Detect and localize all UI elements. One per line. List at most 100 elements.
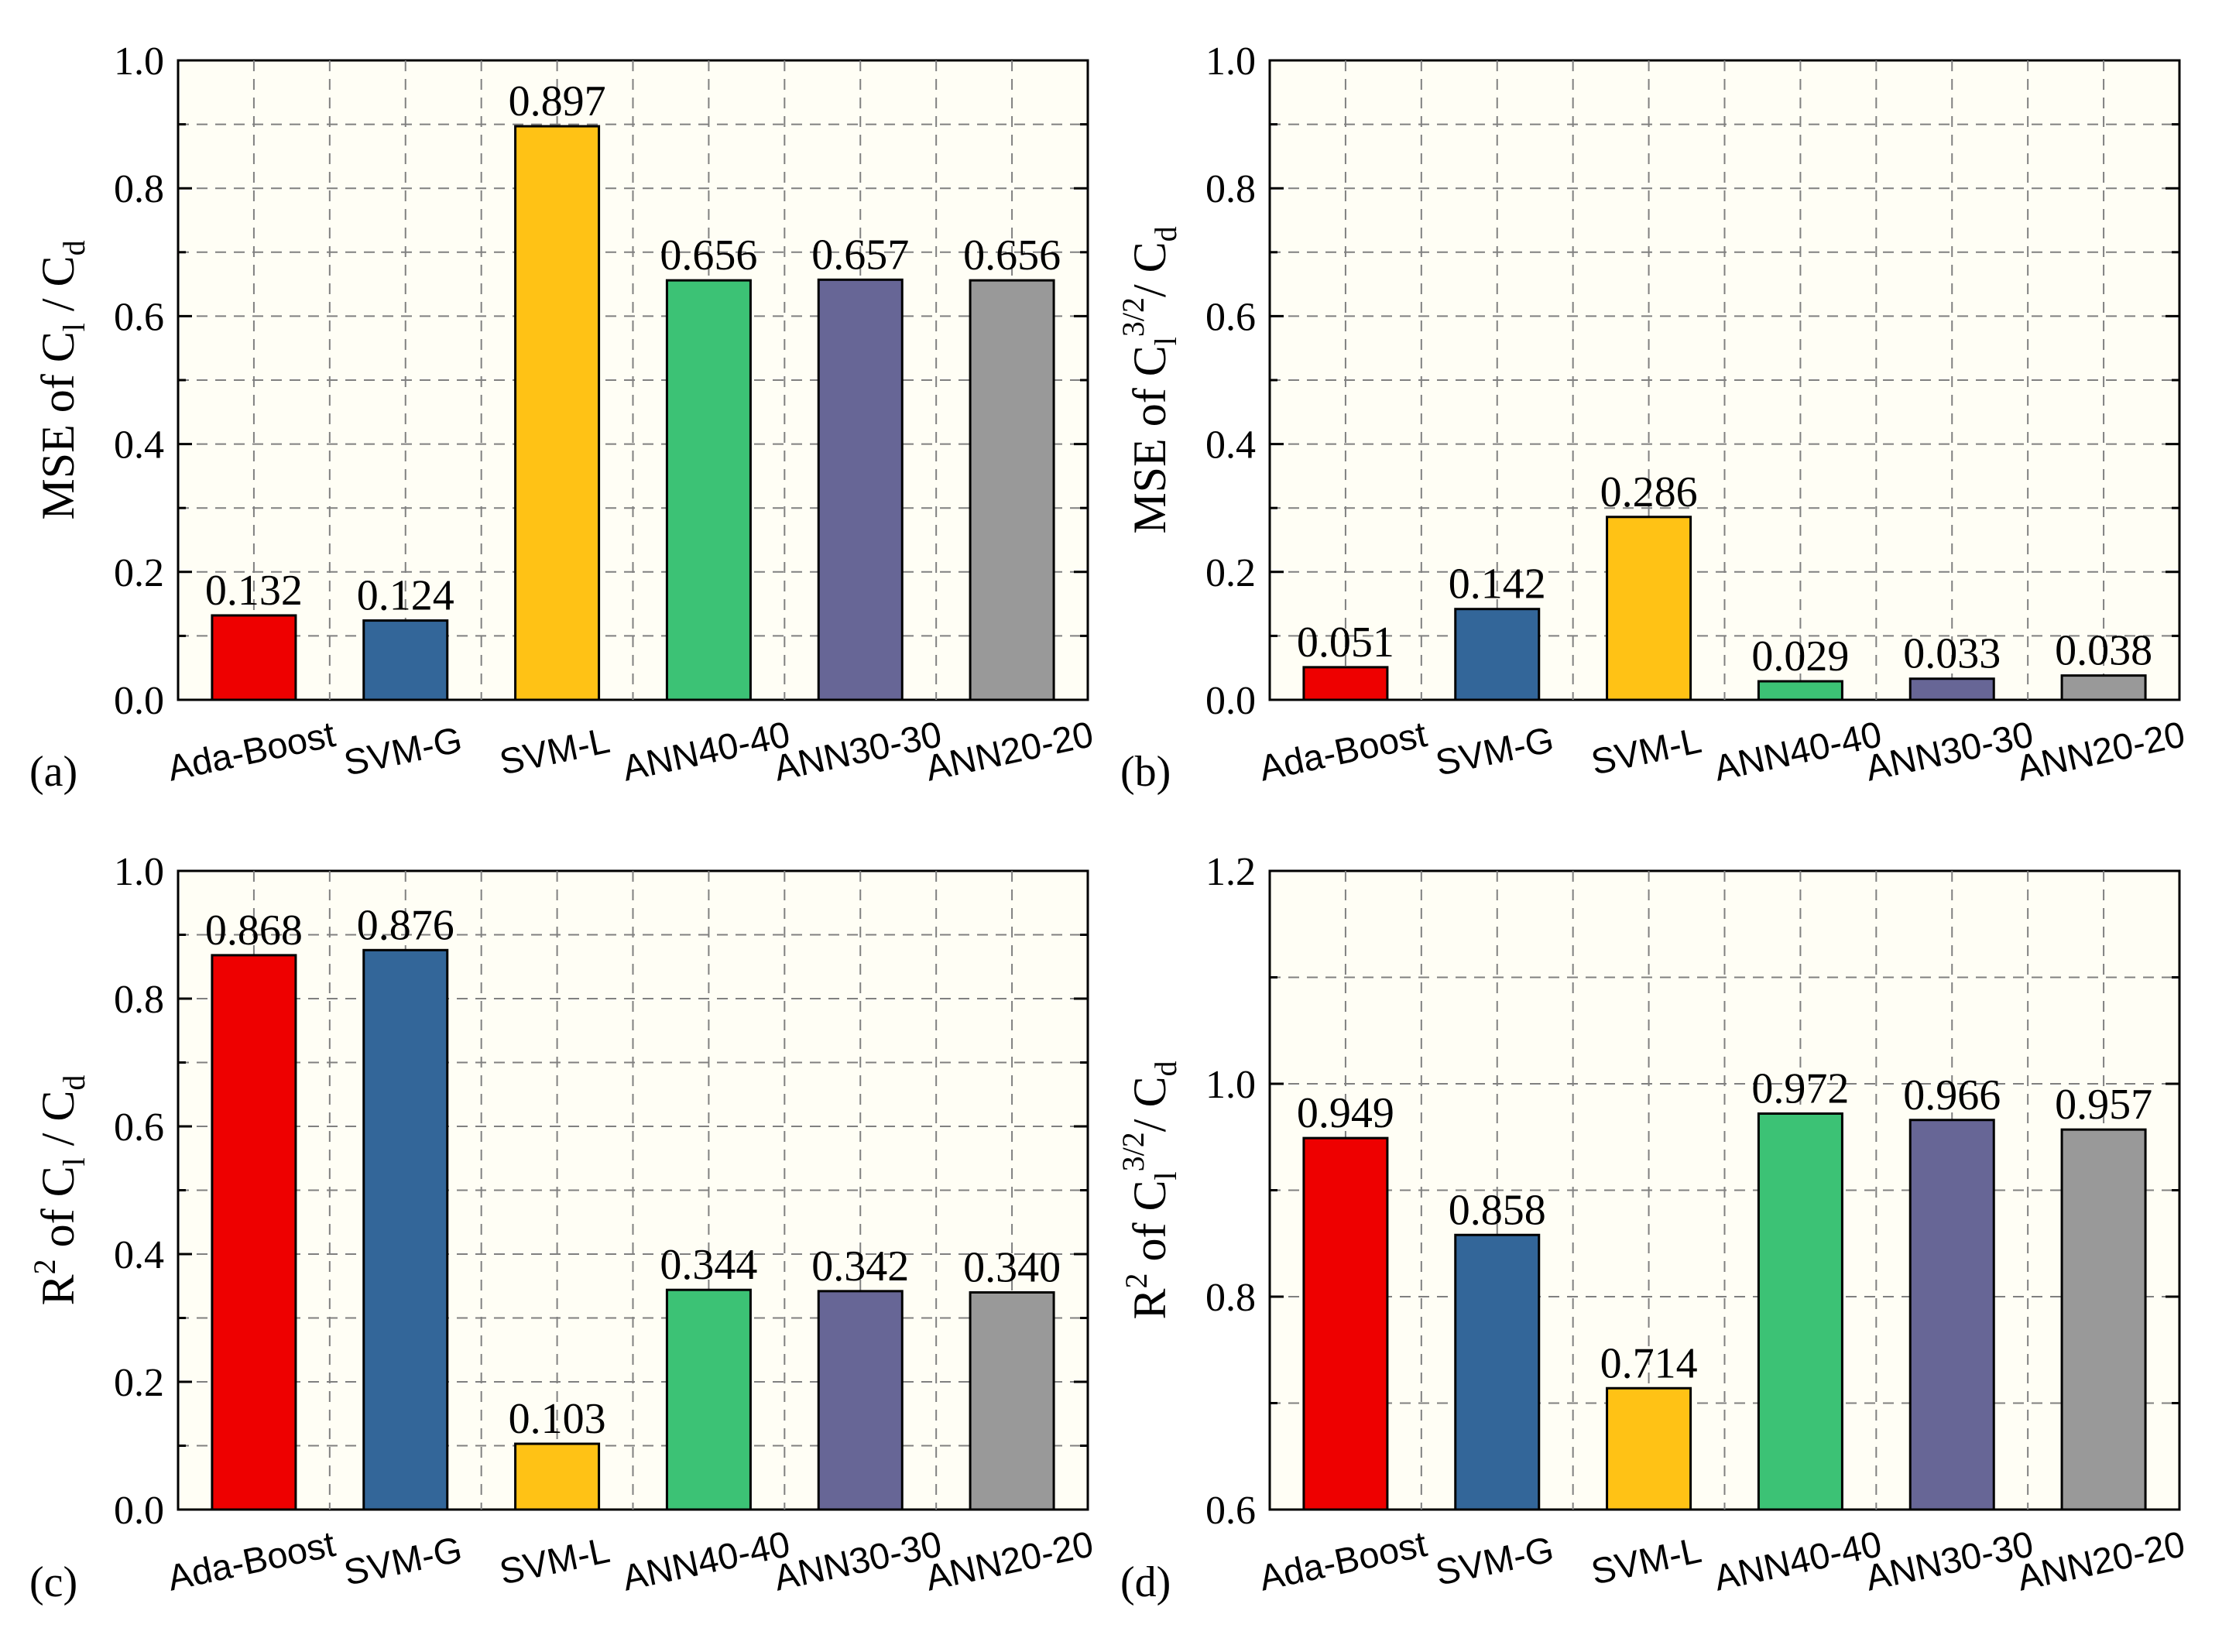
value-label: 0.344 <box>660 1241 757 1289</box>
bar-ann20-20 <box>969 1291 1055 1511</box>
category-label: Ada-Boost <box>164 713 339 788</box>
bar-ann40-40 <box>665 279 752 701</box>
y-tick-label: 0.6 <box>1205 1489 1256 1533</box>
category-label: SVM-L <box>1587 719 1705 783</box>
bar-svm-l <box>1606 516 1692 701</box>
value-label: 0.029 <box>1751 632 1849 680</box>
value-label: 0.897 <box>509 77 606 125</box>
y-tick-label: 0.8 <box>1205 1276 1256 1320</box>
value-label: 0.657 <box>811 231 909 279</box>
value-label: 0.966 <box>1903 1071 2001 1119</box>
value-label: 0.038 <box>2055 627 2152 675</box>
bar-svm-l <box>514 1442 601 1511</box>
y-tick-label: 0.6 <box>1205 295 1256 339</box>
y-tick-label: 0.2 <box>114 1361 164 1405</box>
bar-ann40-40 <box>665 1288 752 1511</box>
y-axis-label: R2 of Cl / Cd <box>27 1075 91 1306</box>
y-tick-label: 0.2 <box>114 551 164 595</box>
bar-svm-g <box>362 619 449 701</box>
y-tick-label: 0.6 <box>114 295 164 339</box>
category-label: ANN40-40 <box>1710 713 1885 788</box>
y-tick-label: 0.4 <box>114 1233 164 1277</box>
value-label: 0.972 <box>1751 1065 1849 1113</box>
category-label: SVM-G <box>340 1528 465 1593</box>
category-label: ANN30-30 <box>1862 713 2037 788</box>
y-tick-label: 0.4 <box>1205 423 1256 468</box>
bar-ada-boost <box>1302 666 1389 701</box>
value-label: 0.656 <box>660 231 757 279</box>
value-label: 0.124 <box>357 572 454 620</box>
y-axis-label: MSE of Cl / Cd <box>33 240 91 519</box>
y-axis-label: MSE of Cl3/2/ Cd <box>1116 226 1183 533</box>
value-label: 0.051 <box>1297 619 1394 667</box>
y-axis-label: R2 of Cl3/2/ Cd <box>1116 1061 1183 1320</box>
value-label: 0.957 <box>2055 1081 2152 1129</box>
bar-ann30-30 <box>1908 1119 1995 1511</box>
category-label: Ada-Boost <box>1256 713 1431 788</box>
bar-svm-l <box>514 125 601 701</box>
value-label: 0.858 <box>1449 1186 1546 1234</box>
bar-svm-g <box>362 948 449 1511</box>
value-label: 0.868 <box>205 907 303 955</box>
category-label: ANN30-30 <box>770 713 945 788</box>
y-tick-label: 1.0 <box>114 850 164 894</box>
category-label: SVM-G <box>340 718 465 783</box>
category-label: ANN30-30 <box>1862 1523 2037 1598</box>
panel-label: (c) <box>29 1558 77 1606</box>
category-label: ANN30-30 <box>770 1523 945 1598</box>
panel-label: (a) <box>29 748 77 796</box>
value-label: 0.033 <box>1903 630 2001 678</box>
y-tick-label: 0.4 <box>114 423 164 468</box>
value-label: 0.286 <box>1600 468 1698 516</box>
category-label: ANN20-20 <box>922 1523 1097 1598</box>
value-label: 0.342 <box>811 1242 909 1290</box>
y-tick-label: 0.0 <box>1205 679 1256 723</box>
panel-label: (b) <box>1120 748 1171 796</box>
bar-ann20-20 <box>2060 674 2147 701</box>
bar-ann40-40 <box>1757 1112 1843 1511</box>
bar-ann30-30 <box>1908 677 1995 701</box>
bar-ada-boost <box>211 614 297 701</box>
panel-b: 0.0 0.2 0.4 0.6 0.8 1.0 0.051 Ada-Boost 0.142 SVM… <box>1116 39 2188 796</box>
y-tick-label: 1.2 <box>1205 850 1256 894</box>
category-label: ANN40-40 <box>619 1523 794 1598</box>
panel-a: 0.0 0.2 0.4 0.6 0.8 1.0 0.132 Ada-Boost 0.124 SVM… <box>29 39 1096 796</box>
bar-ann40-40 <box>1757 680 1843 701</box>
value-label: 0.340 <box>963 1244 1061 1292</box>
value-label: 0.132 <box>205 567 303 615</box>
bar-svm-g <box>1454 1233 1541 1511</box>
bar-ann20-20 <box>969 279 1055 701</box>
y-tick-label: 1.0 <box>1205 39 1256 84</box>
category-label: ANN40-40 <box>1710 1523 1885 1598</box>
bar-ada-boost <box>1302 1136 1389 1511</box>
panel-label: (d) <box>1120 1558 1171 1606</box>
y-tick-label: 0.8 <box>1205 167 1256 211</box>
y-tick-label: 0.6 <box>114 1105 164 1150</box>
bar-svm-l <box>1606 1386 1692 1511</box>
y-tick-label: 0.8 <box>114 978 164 1022</box>
y-tick-label: 0.0 <box>114 1489 164 1533</box>
category-label: ANN20-20 <box>2014 1523 2189 1598</box>
value-label: 0.714 <box>1600 1339 1698 1387</box>
y-tick-label: 0.8 <box>114 167 164 211</box>
value-label: 0.949 <box>1297 1089 1394 1137</box>
category-label: ANN40-40 <box>619 713 794 788</box>
y-tick-label: 1.0 <box>114 39 164 84</box>
y-tick-label: 0.2 <box>1205 551 1256 595</box>
category-label: Ada-Boost <box>1256 1523 1431 1598</box>
bar-ann20-20 <box>2060 1128 2147 1511</box>
category-label: Ada-Boost <box>164 1523 339 1598</box>
bar-svm-g <box>1454 608 1541 701</box>
value-label: 0.103 <box>509 1395 606 1443</box>
bar-ann30-30 <box>817 1290 904 1511</box>
category-label: SVM-L <box>1587 1529 1705 1592</box>
bar-ada-boost <box>211 954 297 1511</box>
category-label: ANN20-20 <box>2014 713 2189 788</box>
bar-ann30-30 <box>817 278 904 701</box>
value-label: 0.656 <box>963 231 1061 279</box>
category-label: SVM-L <box>496 719 613 783</box>
value-label: 0.876 <box>357 901 454 949</box>
y-tick-label: 1.0 <box>1205 1063 1256 1107</box>
category-label: ANN20-20 <box>922 713 1097 788</box>
